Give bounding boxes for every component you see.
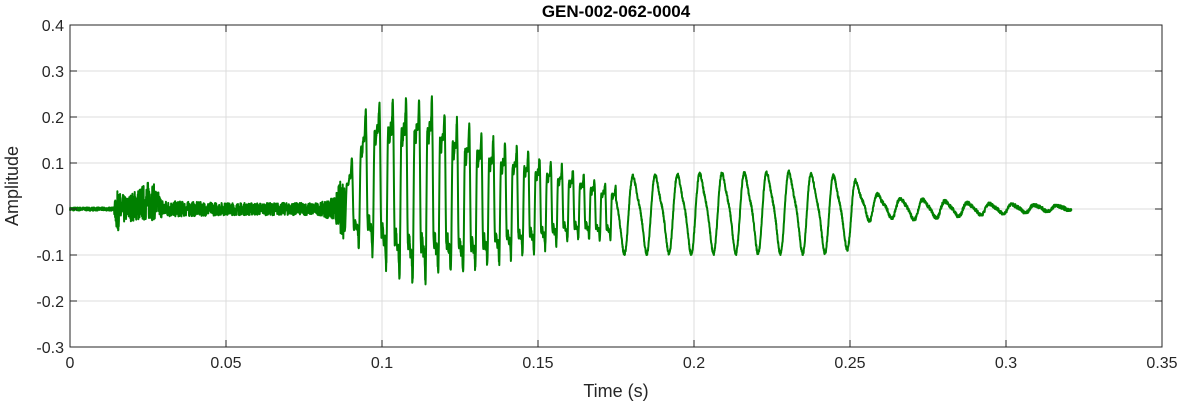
- x-tick-label: 0.35: [1146, 355, 1177, 372]
- x-tick-label: 0.3: [995, 355, 1017, 372]
- y-tick-label: 0.2: [42, 110, 64, 127]
- y-tick-label: 0.1: [42, 156, 64, 173]
- plot-area: [69, 95, 1073, 286]
- x-tick-label: 0.15: [522, 355, 553, 372]
- y-tick-label: 0: [55, 202, 64, 219]
- x-tick-label: 0.2: [683, 355, 705, 372]
- y-tick-label: -0.3: [36, 340, 64, 357]
- y-tick-label: -0.1: [36, 248, 64, 265]
- y-tick-labels: -0.3 -0.2 -0.1 0 0.1 0.2 0.3 0.4: [36, 18, 64, 357]
- x-tick-label: 0.25: [834, 355, 865, 372]
- x-tick-label: 0.1: [371, 355, 393, 372]
- x-tick-label: 0: [66, 355, 75, 372]
- y-tick-label: -0.2: [36, 294, 64, 311]
- x-tick-labels: 0 0.05 0.1 0.15 0.2 0.25 0.3 0.35: [66, 355, 1178, 372]
- y-tick-label: 0.4: [42, 18, 64, 35]
- x-axis-label: Time (s): [583, 381, 648, 401]
- y-axis-label: Amplitude: [2, 146, 22, 226]
- x-tick-label: 0.05: [210, 355, 241, 372]
- axes-frame: [69, 24, 1163, 348]
- y-tick-label: 0.3: [42, 64, 64, 81]
- waveform-series-line: [69, 95, 1073, 286]
- tick-marks: [69, 24, 1163, 348]
- chart-title: GEN-002-062-0004: [542, 2, 691, 21]
